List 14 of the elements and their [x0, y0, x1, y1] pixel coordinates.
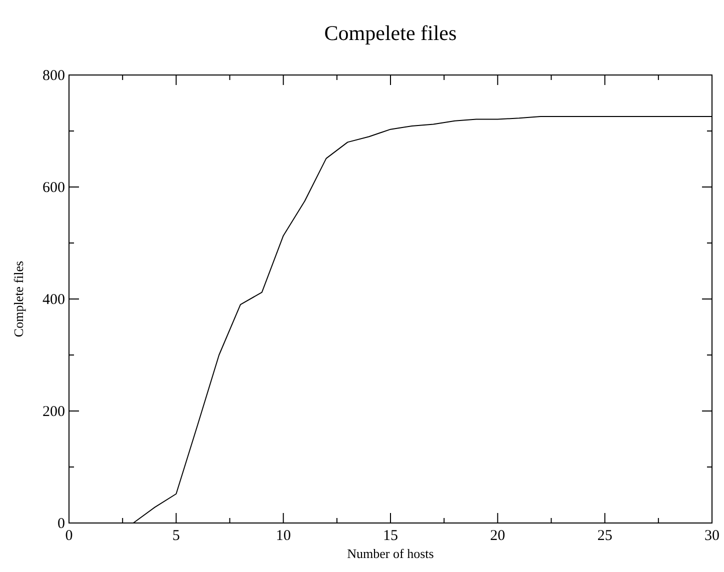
x-tick-label: 15: [383, 528, 398, 544]
y-tick-label: 800: [42, 68, 65, 84]
y-axis-title: Complete files: [11, 260, 26, 338]
y-tick-label: 200: [42, 404, 65, 420]
y-tick-label: 600: [42, 180, 65, 196]
y-tick-label: 400: [42, 292, 65, 308]
x-tick-label: 25: [597, 528, 612, 544]
x-tick-label: 20: [490, 528, 506, 544]
x-tick-label: 10: [276, 528, 291, 544]
chart-title: Compelete files: [324, 21, 457, 45]
x-tick-label: 30: [704, 528, 720, 544]
x-axis-title: Number of hosts: [347, 546, 434, 561]
x-tick-label: 5: [172, 528, 180, 544]
y-tick-label: 0: [58, 516, 65, 532]
